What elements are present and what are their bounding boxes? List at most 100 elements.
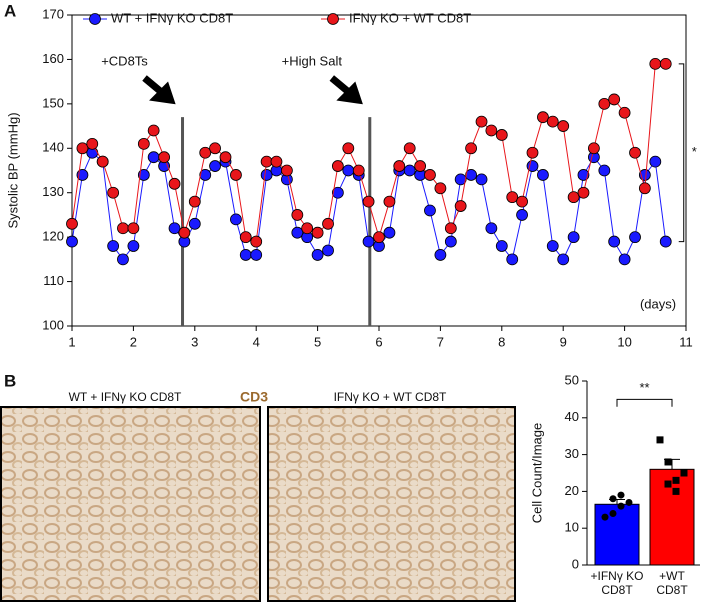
point: [659, 57, 672, 70]
point: [260, 169, 273, 181]
point: [598, 164, 611, 177]
x-tick-label: 4: [253, 334, 260, 349]
point: [383, 195, 396, 208]
point: [546, 240, 559, 252]
point: [117, 222, 129, 235]
data-point: [672, 476, 680, 484]
point: [608, 235, 621, 248]
bar: [649, 468, 695, 566]
point: [424, 204, 436, 217]
point: [199, 146, 212, 159]
y-tick-label: 130: [42, 184, 64, 199]
point: [117, 253, 129, 266]
point: [311, 249, 324, 261]
arrow: [142, 75, 176, 105]
y-tick-label: 0: [572, 556, 579, 571]
point: [331, 186, 344, 199]
point: [239, 249, 252, 261]
point: [506, 253, 519, 266]
image-label: IFNγ KO + WT CD8T: [334, 390, 447, 404]
data-point: [609, 495, 617, 503]
point: [96, 155, 109, 168]
point: [331, 160, 344, 172]
point: [362, 195, 375, 208]
y-tick-label: 140: [42, 140, 64, 155]
point: [577, 169, 590, 181]
point: [147, 151, 160, 164]
data-point: [617, 491, 625, 499]
point: [158, 151, 171, 164]
point: [516, 209, 528, 221]
point: [230, 213, 242, 226]
point: [239, 231, 252, 244]
y-tick-label: 10: [565, 520, 579, 535]
data-point: [672, 487, 680, 495]
point: [66, 217, 78, 230]
point: [230, 169, 242, 181]
y-tick-label: 110: [43, 273, 64, 288]
data-point: [625, 498, 633, 506]
point: [342, 164, 355, 177]
point: [178, 226, 191, 239]
point: [403, 142, 416, 155]
x-tick-label: 7: [437, 334, 444, 349]
point: [465, 142, 478, 155]
point: [383, 226, 396, 239]
point: [352, 164, 365, 177]
legend-label: IFNγ KO + WT CD8T: [349, 10, 471, 25]
point: [454, 200, 467, 212]
x-tick-label: 1: [68, 334, 75, 349]
y-axis-label: Systolic BP (mmHg): [5, 112, 20, 228]
significance: *: [692, 144, 697, 159]
point: [465, 169, 478, 181]
panel-label: B: [4, 371, 16, 390]
data-point: [617, 502, 625, 510]
point: [475, 115, 488, 128]
x-tick-label: 10: [617, 334, 631, 349]
point: [577, 186, 590, 199]
point: [362, 235, 375, 248]
panel-label: A: [4, 1, 16, 20]
point: [168, 222, 181, 235]
x-tick-label: 8: [498, 334, 505, 349]
y-tick-label: 160: [42, 51, 64, 66]
x-tick-label: 2: [130, 334, 137, 349]
point: [454, 173, 467, 186]
point: [557, 120, 570, 132]
data-point: [609, 509, 617, 517]
point: [557, 253, 570, 266]
point: [638, 182, 651, 195]
point: [537, 169, 549, 181]
point: [526, 146, 539, 159]
point: [516, 195, 528, 208]
x-tick-label: 5: [314, 334, 321, 349]
point: [137, 169, 150, 181]
x-tick-label: +IFNγ KO: [590, 569, 643, 583]
point: [209, 142, 221, 155]
data-point: [664, 458, 672, 466]
point: [311, 226, 324, 239]
point: [444, 235, 457, 248]
point: [280, 164, 293, 177]
legend-label: WT + IFNγ KO CD8T: [111, 10, 233, 25]
point: [76, 169, 89, 181]
micrograph: [0, 406, 261, 602]
x-tick-label: 9: [560, 334, 567, 349]
y-tick-label: 150: [42, 95, 64, 110]
point: [219, 151, 232, 164]
significance-bracket: [678, 63, 685, 243]
data-point: [664, 480, 672, 488]
annotation: +CD8Ts: [101, 53, 148, 68]
y-axis-label: Cell Count/Image: [529, 423, 544, 523]
x-tick-label: CD8T: [601, 583, 633, 597]
point: [546, 115, 559, 128]
legend-marker: [89, 13, 101, 25]
point: [618, 106, 631, 119]
point: [567, 231, 580, 244]
point: [649, 57, 662, 70]
point: [598, 97, 611, 110]
x-tick-label: 6: [375, 334, 382, 349]
micrograph: [267, 406, 516, 602]
point: [629, 146, 641, 159]
